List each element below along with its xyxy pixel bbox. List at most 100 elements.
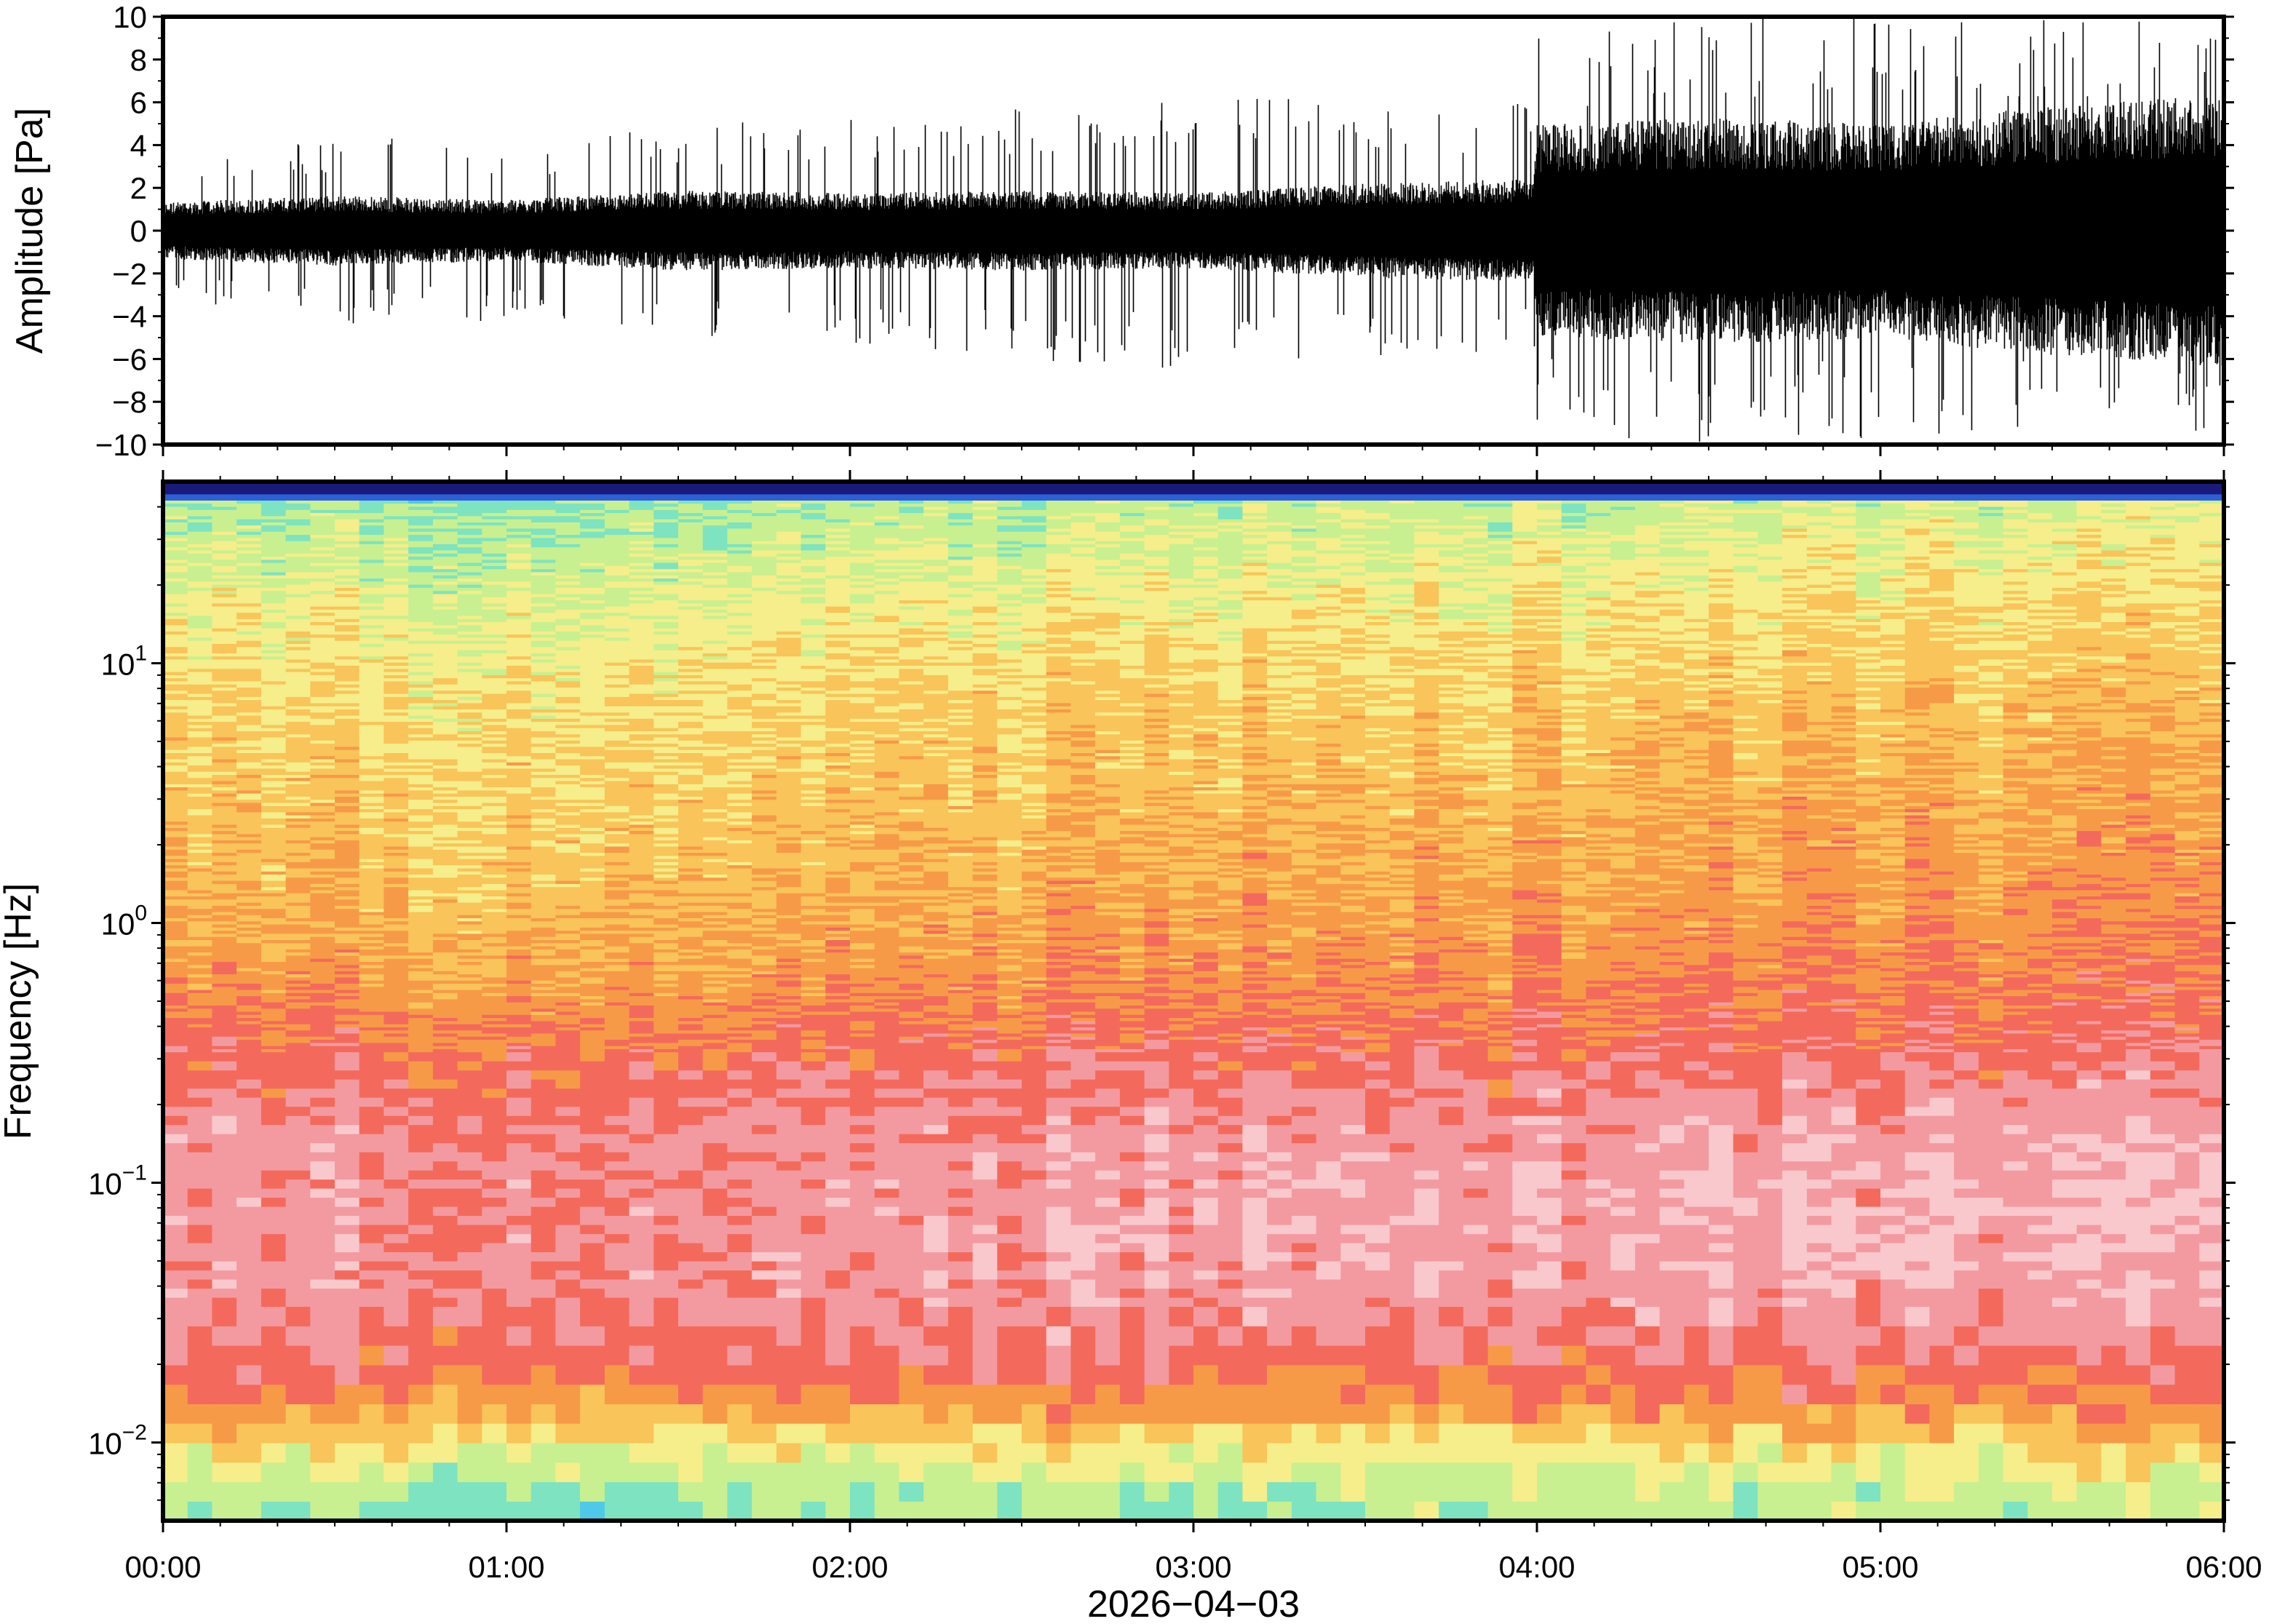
spectrogram-cell bbox=[580, 549, 605, 554]
spectrogram-cell bbox=[555, 774, 581, 779]
spectrogram-cell bbox=[457, 815, 483, 819]
spectrogram-cell bbox=[457, 889, 483, 893]
spectrogram-cell bbox=[580, 559, 605, 563]
spectrogram-cell bbox=[653, 771, 679, 775]
spectrogram-cell bbox=[237, 606, 262, 610]
spectrogram-cell bbox=[580, 515, 605, 520]
spectrogram-cell bbox=[261, 522, 287, 526]
spectrogram-cell bbox=[457, 840, 483, 844]
spectrogram-cell bbox=[261, 1079, 287, 1089]
spectrogram-cell bbox=[408, 799, 434, 803]
spectrogram-cell bbox=[187, 1161, 213, 1171]
spectrogram-cell bbox=[678, 774, 704, 779]
spectrogram-cell bbox=[359, 1161, 385, 1171]
spectrogram-cell bbox=[359, 840, 385, 844]
spectrogram-cell bbox=[359, 758, 385, 763]
spectrogram-cell bbox=[261, 1501, 287, 1521]
spectrogram-cell bbox=[457, 721, 483, 725]
spectrogram-cell bbox=[678, 1152, 704, 1162]
spectrogram-cell bbox=[629, 998, 655, 1003]
spectrogram-cell bbox=[212, 936, 237, 940]
spectrogram-cell bbox=[212, 646, 237, 650]
spectrogram-cell bbox=[604, 1024, 630, 1027]
spectrogram-cell bbox=[285, 784, 311, 788]
spectrogram-cell bbox=[212, 1462, 237, 1483]
spectrogram-cell bbox=[163, 1020, 188, 1024]
spectrogram-cell bbox=[457, 752, 483, 757]
spectrogram-cell bbox=[457, 949, 483, 953]
spectrogram-cell bbox=[335, 503, 360, 507]
spectrogram-cell bbox=[212, 1297, 237, 1307]
spectrogram-cell bbox=[457, 976, 483, 981]
spectrogram-cell bbox=[457, 845, 483, 850]
spectrogram-cell bbox=[359, 634, 385, 638]
spectrogram-cell bbox=[482, 1261, 507, 1271]
spectrogram-cell bbox=[408, 843, 434, 847]
spectrogram-cell bbox=[163, 859, 188, 862]
spectrogram-cell bbox=[531, 1364, 557, 1385]
spectrogram-cell bbox=[432, 980, 458, 984]
spectrogram-cell bbox=[285, 1261, 311, 1271]
spectrogram-cell bbox=[653, 578, 679, 582]
spectrogram-cell bbox=[604, 497, 630, 501]
spectrogram-cell bbox=[261, 597, 287, 601]
spectrogram-cell bbox=[384, 955, 409, 959]
spectrogram-cell bbox=[482, 718, 507, 723]
spectrogram-cell bbox=[604, 731, 630, 735]
spectrogram-cell bbox=[555, 718, 581, 723]
spectrogram-cell bbox=[212, 503, 237, 507]
spectrogram-cell bbox=[335, 899, 360, 903]
spectrogram-cell bbox=[335, 1243, 360, 1253]
spectrogram-cell bbox=[212, 484, 237, 488]
spectrogram-cell bbox=[359, 696, 385, 701]
spectrogram-cell bbox=[310, 859, 335, 862]
spectrogram-cell bbox=[482, 549, 507, 554]
spectrogram-cell bbox=[580, 519, 605, 522]
spectrogram-cell bbox=[237, 893, 262, 896]
spectrogram-cell bbox=[531, 731, 557, 735]
spectrogram-cell bbox=[555, 1170, 581, 1180]
spectrogram-cell bbox=[482, 1017, 507, 1022]
spectrogram-cell bbox=[457, 733, 483, 738]
spectrogram-cell bbox=[408, 646, 434, 650]
spectrogram-cell bbox=[212, 771, 237, 775]
spectrogram-cell bbox=[335, 805, 360, 810]
spectrogram-cell bbox=[531, 852, 557, 856]
spectrogram-cell bbox=[408, 544, 434, 548]
spectrogram-cell bbox=[555, 484, 581, 488]
spectrogram-cell bbox=[653, 852, 679, 856]
spectrogram-cell bbox=[187, 1306, 213, 1326]
spectrogram-cell bbox=[531, 500, 557, 504]
spectrogram-cell bbox=[678, 780, 704, 784]
spectrogram-cell bbox=[678, 765, 704, 769]
spectrogram-cell bbox=[432, 1279, 458, 1289]
spectrogram-cell bbox=[163, 578, 188, 582]
spectrogram-cell bbox=[482, 815, 507, 819]
spectrogram-cell bbox=[482, 618, 507, 622]
spectrogram-cell bbox=[653, 902, 679, 906]
spectrogram-cell bbox=[384, 886, 409, 891]
spectrogram-cell bbox=[359, 1024, 385, 1027]
spectrogram-cell bbox=[408, 606, 434, 610]
spectrogram-cell bbox=[702, 1270, 728, 1280]
spectrogram-cell bbox=[408, 668, 434, 672]
spectrogram-cell bbox=[555, 590, 581, 594]
spectrogram-cell bbox=[212, 927, 237, 931]
spectrogram-cell bbox=[187, 600, 213, 604]
spectrogram-cell bbox=[335, 631, 360, 635]
spectrogram-cell bbox=[678, 1014, 704, 1019]
spectrogram-cell bbox=[604, 699, 630, 704]
spectrogram-cell bbox=[580, 852, 605, 856]
spectrogram-cell bbox=[580, 1501, 605, 1521]
spectrogram-cell bbox=[335, 949, 360, 953]
waveform-y-tick-label: 6 bbox=[130, 86, 147, 120]
spectrogram-cell bbox=[187, 668, 213, 672]
spectrogram-cell bbox=[212, 1251, 237, 1262]
spectrogram-cell bbox=[310, 818, 335, 822]
spectrogram-cell bbox=[482, 519, 507, 522]
spectrogram-cell bbox=[163, 1233, 188, 1243]
spectrogram-cell bbox=[580, 942, 605, 947]
spectrogram-cell bbox=[678, 1002, 704, 1006]
spectrogram-cell bbox=[531, 702, 557, 706]
spectrogram-cell bbox=[580, 1061, 605, 1071]
